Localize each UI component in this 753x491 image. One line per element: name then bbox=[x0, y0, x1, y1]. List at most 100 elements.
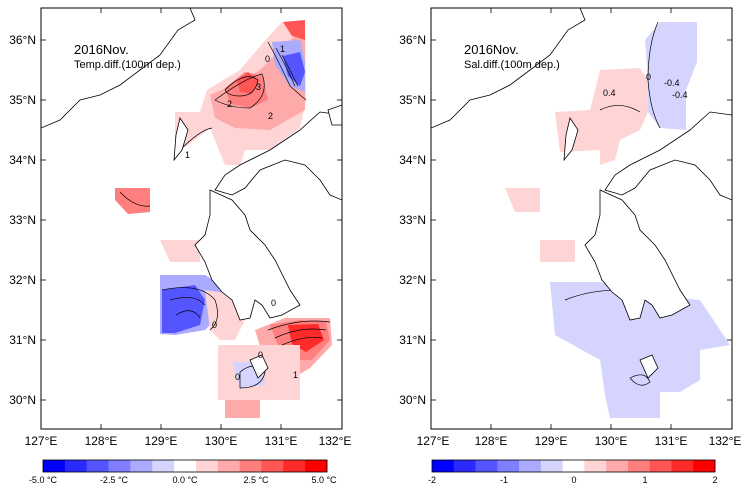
sal-lat-labels: 36°N 35°N 34°N 33°N 32°N 31°N 30°N bbox=[399, 33, 426, 407]
svg-text:2: 2 bbox=[227, 99, 232, 109]
lat-label: 30°N bbox=[9, 393, 36, 407]
colorbar-swatch bbox=[562, 460, 585, 472]
sal-ticks bbox=[431, 8, 732, 429]
svg-text:1: 1 bbox=[642, 475, 647, 485]
colorbar-swatch bbox=[43, 460, 66, 472]
svg-text:-1: -1 bbox=[500, 475, 508, 485]
temp-lon-labels: 127°E 128°E 129°E 130°E 131°E 132°E bbox=[25, 434, 352, 448]
colorbar-swatch bbox=[584, 460, 607, 472]
lat-label: 32°N bbox=[9, 273, 36, 287]
colorbar-swatch bbox=[108, 460, 131, 472]
svg-text:1: 1 bbox=[293, 370, 298, 380]
colorbar-swatch bbox=[475, 460, 498, 472]
svg-text:0.4: 0.4 bbox=[603, 88, 616, 98]
lat-label: 35°N bbox=[9, 93, 36, 107]
colorbar-swatch bbox=[195, 460, 219, 472]
temp-title-variable: Temp.diff.(100m dep.) bbox=[74, 59, 181, 71]
lon-label: 127°E bbox=[417, 434, 450, 448]
colorbar-outline bbox=[431, 459, 716, 473]
lon-label: 128°E bbox=[475, 434, 508, 448]
sal-colorbar-labels: -2 -1 0 1 2 bbox=[428, 475, 718, 485]
sal-title-date: 2016Nov. bbox=[464, 42, 519, 57]
lat-label: 36°N bbox=[9, 33, 36, 47]
lat-label: 32°N bbox=[399, 273, 426, 287]
lon-label: 130°E bbox=[205, 434, 238, 448]
sal-title-variable: Sal.diff.(100m dep.) bbox=[464, 59, 560, 71]
svg-text:0: 0 bbox=[212, 320, 217, 330]
lon-label: 127°E bbox=[25, 434, 58, 448]
temp-land bbox=[41, 8, 342, 379]
temp-lat-labels: 36°N 35°N 34°N 33°N 32°N 31°N 30°N bbox=[9, 33, 36, 407]
colorbar-swatch bbox=[261, 460, 284, 472]
colorbar-swatch bbox=[693, 460, 716, 472]
lon-label: 130°E bbox=[595, 434, 628, 448]
colorbar-swatch bbox=[540, 460, 563, 472]
svg-text:5.0 °C: 5.0 °C bbox=[311, 475, 337, 485]
colorbar-swatch bbox=[152, 460, 175, 472]
colorbar-swatch bbox=[497, 460, 520, 472]
lon-label: 132°E bbox=[319, 434, 352, 448]
colorbar-swatch bbox=[217, 460, 240, 472]
svg-text:1: 1 bbox=[185, 150, 190, 160]
colorbar-swatch bbox=[432, 460, 455, 472]
svg-text:0.0 °C: 0.0 °C bbox=[172, 475, 198, 485]
lat-label: 36°N bbox=[399, 33, 426, 47]
colorbar-swatch bbox=[305, 460, 328, 472]
temp-panel: 0 1 3 2 2 1 0 0 0 1 0 36 bbox=[9, 7, 352, 485]
lat-label: 35°N bbox=[399, 93, 426, 107]
colorbar-swatch bbox=[174, 460, 197, 472]
temp-frame bbox=[40, 7, 343, 430]
sal-land bbox=[431, 8, 732, 379]
lon-label: 128°E bbox=[85, 434, 118, 448]
svg-text:-2: -2 bbox=[428, 475, 436, 485]
svg-text:2: 2 bbox=[712, 475, 717, 485]
colorbar-swatch bbox=[671, 460, 694, 472]
temp-colorbar-labels: -5.0 °C -2.5 °C 0.0 °C 2.5 °C 5.0 °C bbox=[29, 475, 337, 485]
svg-text:0: 0 bbox=[258, 350, 263, 360]
temp-title-date: 2016Nov. bbox=[74, 42, 129, 57]
lat-label: 34°N bbox=[399, 153, 426, 167]
lon-label: 132°E bbox=[709, 434, 742, 448]
lat-label: 34°N bbox=[9, 153, 36, 167]
temp-colorbar bbox=[42, 459, 328, 473]
lat-label: 31°N bbox=[399, 333, 426, 347]
colorbar-swatch bbox=[519, 460, 542, 472]
temp-ticks bbox=[41, 8, 342, 429]
lat-label: 31°N bbox=[9, 333, 36, 347]
svg-text:0: 0 bbox=[235, 372, 240, 382]
lon-label: 129°E bbox=[535, 434, 568, 448]
svg-text:0: 0 bbox=[646, 72, 651, 82]
sal-lon-labels: 127°E 128°E 129°E 130°E 131°E 132°E bbox=[417, 434, 742, 448]
lat-label: 33°N bbox=[399, 213, 426, 227]
svg-text:-2.5 °C: -2.5 °C bbox=[100, 475, 129, 485]
lon-label: 131°E bbox=[655, 434, 688, 448]
svg-text:0: 0 bbox=[271, 298, 276, 308]
colorbar-swatch bbox=[649, 460, 672, 472]
svg-text:3: 3 bbox=[256, 82, 261, 92]
svg-text:-5.0 °C: -5.0 °C bbox=[29, 475, 58, 485]
svg-text:-0.4: -0.4 bbox=[664, 78, 680, 88]
colorbar-swatch bbox=[283, 460, 306, 472]
svg-text:2: 2 bbox=[268, 111, 273, 121]
sal-contour-labels: 0.4 0 -0.4 -0.4 bbox=[603, 72, 688, 100]
colorbar-swatch bbox=[627, 460, 650, 472]
temp-contour-labels: 0 1 3 2 2 1 0 0 0 1 0 bbox=[185, 44, 298, 382]
colorbar-swatch bbox=[606, 460, 629, 472]
colorbar-swatch bbox=[130, 460, 153, 472]
svg-text:1: 1 bbox=[280, 44, 285, 54]
lon-label: 129°E bbox=[145, 434, 178, 448]
colorbar-swatch bbox=[453, 460, 476, 472]
sal-frame bbox=[430, 7, 733, 430]
colorbar-outline bbox=[42, 459, 328, 473]
lon-label: 131°E bbox=[265, 434, 298, 448]
colorbar-swatch bbox=[239, 460, 262, 472]
lat-label: 33°N bbox=[9, 213, 36, 227]
svg-text:-0.4: -0.4 bbox=[672, 90, 688, 100]
svg-text:2.5 °C: 2.5 °C bbox=[243, 475, 269, 485]
sal-field bbox=[505, 22, 730, 418]
sal-colorbar bbox=[431, 459, 716, 473]
colorbar-swatch bbox=[64, 460, 87, 472]
svg-text:0: 0 bbox=[265, 54, 270, 64]
sal-panel: 0.4 0 -0.4 -0.4 36°N 35°N 34°N 33°N 32°N… bbox=[399, 7, 742, 485]
